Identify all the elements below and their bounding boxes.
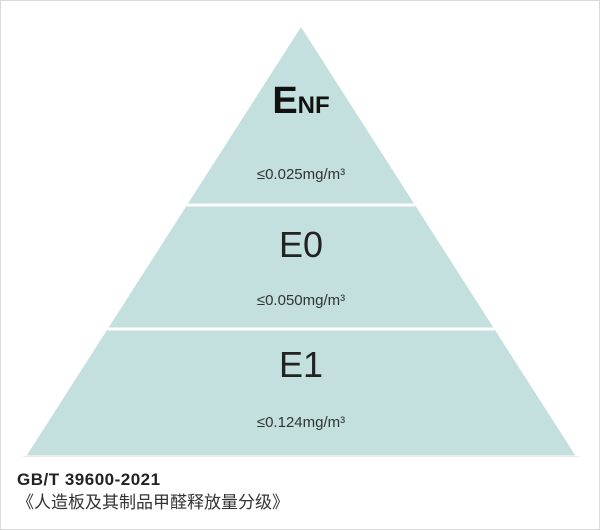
level-enf-limit: ≤0.025mg/m³ (257, 166, 345, 183)
pyramid-shadow (21, 455, 581, 457)
caption-block: GB/T 39600-2021 《人造板及其制品甲醛释放量分级》 (17, 469, 289, 515)
pyramid-svg: ENF≤0.025mg/m³E0≤0.050mg/m³E1≤0.124mg/m³ (1, 1, 600, 457)
level-e1-title: E1 (279, 344, 323, 385)
level-e0-limit: ≤0.050mg/m³ (257, 292, 345, 309)
standard-title: 《人造板及其制品甲醛释放量分级》 (17, 491, 289, 515)
figure-frame: ENF≤0.025mg/m³E0≤0.050mg/m³E1≤0.124mg/m³… (0, 0, 600, 530)
level-e0-title: E0 (279, 224, 323, 265)
level-e1-limit: ≤0.124mg/m³ (257, 414, 345, 431)
standard-code: GB/T 39600-2021 (17, 469, 289, 491)
pyramid-stage: ENF≤0.025mg/m³E0≤0.050mg/m³E1≤0.124mg/m³ (1, 1, 600, 457)
